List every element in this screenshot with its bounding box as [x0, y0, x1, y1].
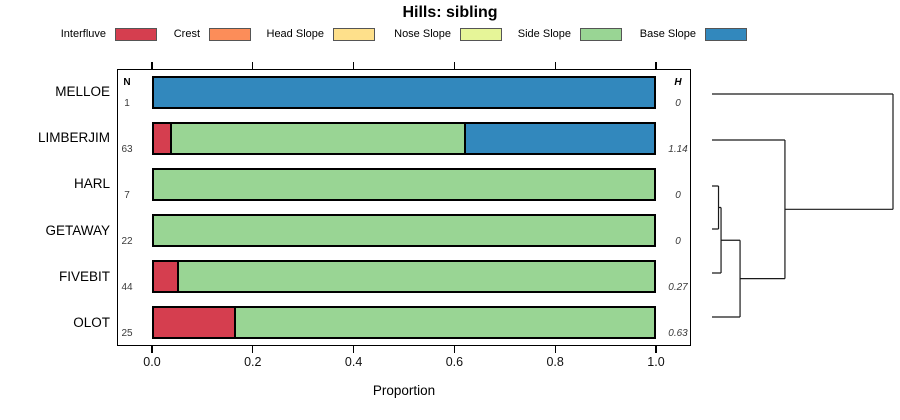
- x-axis-tick-label: 0.0: [143, 355, 161, 369]
- bar-melloe: [152, 75, 656, 109]
- x-axis-tick: [655, 346, 657, 353]
- legend-item-label: Head Slope: [266, 28, 325, 40]
- x-axis-tick-label: 1.0: [647, 355, 665, 369]
- row-label-harl: HARL: [73, 176, 110, 192]
- n-value: 22: [121, 236, 133, 248]
- bar-segment-interfluve: [154, 262, 177, 292]
- h-value: 1.14: [668, 143, 688, 155]
- dendrogram-link: [712, 93, 894, 210]
- bar-getaway: [152, 214, 656, 248]
- row-label-limberjim: LIMBERJIM: [37, 130, 110, 146]
- x-axis-tick-label: 0.4: [344, 355, 363, 369]
- x-axis-tick: [453, 62, 455, 69]
- bar-segment-interfluve: [154, 123, 170, 153]
- legend-item-label: Interfluve: [60, 28, 106, 40]
- x-axis-label: Proportion: [372, 383, 436, 398]
- x-axis-tick: [554, 346, 556, 353]
- row-label-fivebit: FIVEBIT: [58, 268, 110, 284]
- x-axis-tick: [252, 62, 254, 69]
- bar-segment-interfluve: [154, 308, 234, 338]
- row-label-getaway: GETAWAY: [45, 222, 110, 238]
- x-axis-tick-label: 0.8: [546, 355, 564, 369]
- bar-harl: [152, 167, 656, 201]
- legend-item-label: Crest: [173, 28, 200, 40]
- h-value: 0.27: [668, 282, 688, 294]
- bar-segment-side-slope: [176, 262, 654, 292]
- dendrogram-link: [712, 139, 786, 280]
- x-axis-tick-label: 0.2: [244, 355, 262, 369]
- n-value: 63: [121, 143, 133, 155]
- n-value: 44: [121, 282, 133, 294]
- legend-swatch-nose-slope: [460, 28, 502, 41]
- x-axis-tick: [453, 346, 455, 353]
- h-value: 0: [675, 97, 681, 109]
- n-value: 25: [121, 328, 133, 340]
- bar-segment-side-slope: [154, 169, 654, 199]
- bar-limberjim: [152, 121, 656, 155]
- plot-area: [117, 69, 691, 346]
- x-axis-tick-label: 0.6: [445, 355, 464, 369]
- legend-swatch-head-slope: [333, 28, 375, 41]
- bar-olot: [152, 306, 656, 340]
- x-axis-tick: [353, 346, 355, 353]
- n-value: 1: [124, 97, 130, 109]
- row-label-melloe: MELLOE: [55, 84, 110, 100]
- legend-swatch-interfluve: [115, 28, 157, 41]
- n-column-header: N: [123, 76, 131, 88]
- dendrogram-link: [712, 206, 722, 274]
- x-axis-tick: [655, 62, 657, 69]
- dendrogram-link: [712, 185, 720, 230]
- h-value: 0: [675, 236, 681, 248]
- row-label-olot: OLOT: [73, 314, 110, 330]
- legend-item-label: Base Slope: [639, 28, 696, 40]
- legend-swatch-crest: [209, 28, 251, 41]
- x-axis-tick: [151, 346, 153, 353]
- bar-segment-side-slope: [234, 308, 654, 338]
- x-axis-tick: [353, 62, 355, 69]
- legend-item-label: Side Slope: [517, 28, 571, 40]
- legend-swatch-base-slope: [705, 28, 747, 41]
- bar-segment-side-slope: [154, 216, 654, 246]
- x-axis-tick: [151, 62, 153, 69]
- dendrogram: [712, 93, 894, 318]
- bar-segment-side-slope: [170, 123, 464, 153]
- bar-segment-base-slope: [464, 123, 654, 153]
- n-value: 7: [124, 189, 130, 201]
- dendrogram-link: [712, 239, 741, 318]
- x-axis-tick: [252, 346, 254, 353]
- legend-item-label: Nose Slope: [394, 28, 451, 40]
- bar-segment-base-slope: [154, 77, 654, 107]
- h-column-header: H: [674, 76, 682, 88]
- x-axis-tick: [554, 62, 556, 69]
- legend-swatch-side-slope: [580, 28, 622, 41]
- h-value: 0.63: [668, 328, 688, 340]
- bar-fivebit: [152, 260, 656, 294]
- chart-title: Hills: sibling: [402, 4, 498, 21]
- h-value: 0: [675, 189, 681, 201]
